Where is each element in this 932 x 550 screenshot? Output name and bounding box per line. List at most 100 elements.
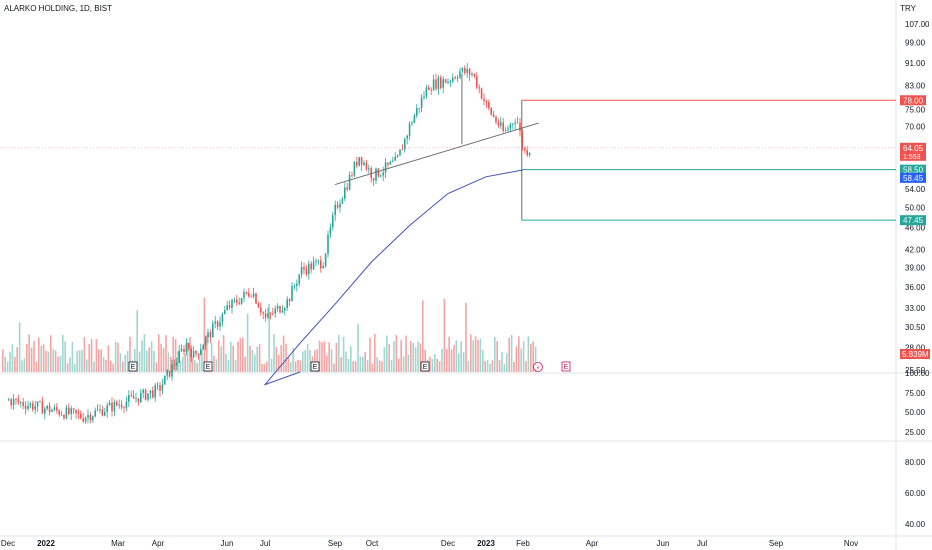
volume-bar xyxy=(234,359,237,372)
candle xyxy=(368,168,370,170)
volume-bar xyxy=(306,343,309,372)
earnings-marker[interactable] xyxy=(128,361,138,372)
candle xyxy=(317,260,320,262)
candle xyxy=(207,332,209,338)
price-tick-label: 70.00 xyxy=(905,122,926,131)
volume-bar xyxy=(170,357,172,372)
volume-bar xyxy=(304,350,306,372)
candle xyxy=(70,408,72,414)
volume-bar xyxy=(16,347,18,372)
volume-bar xyxy=(35,361,38,372)
candle xyxy=(108,402,111,406)
candle xyxy=(152,390,154,398)
earnings-marker-upcoming[interactable] xyxy=(561,361,571,372)
price-tick-label: 39.00 xyxy=(905,263,926,272)
candle xyxy=(132,395,135,399)
level-badge xyxy=(900,95,926,106)
volume-bar xyxy=(64,341,66,372)
earnings-marker[interactable] xyxy=(420,361,430,372)
candle xyxy=(356,162,358,166)
volume-bar xyxy=(294,361,297,372)
volume-bar xyxy=(496,341,498,372)
candle xyxy=(440,77,442,88)
candle xyxy=(120,404,123,408)
volume-bar xyxy=(117,342,119,372)
candle xyxy=(365,162,368,170)
price-tick-label: 75.00 xyxy=(905,106,926,115)
candle xyxy=(308,263,310,275)
candle xyxy=(171,364,173,377)
earnings-marker[interactable] xyxy=(310,361,320,372)
candle xyxy=(89,414,92,421)
candle xyxy=(488,102,490,108)
time-tick-label: Jun xyxy=(657,539,670,548)
candle xyxy=(24,405,27,409)
volume-bar xyxy=(333,363,335,372)
earnings-marker[interactable] xyxy=(203,361,213,372)
volume-bar xyxy=(220,346,222,372)
candle xyxy=(512,123,514,125)
candle xyxy=(20,402,22,403)
volume-bar xyxy=(14,356,16,372)
candle xyxy=(399,149,401,156)
volume-bar xyxy=(141,340,143,372)
candle xyxy=(125,401,128,409)
candle xyxy=(255,293,257,304)
candle xyxy=(382,172,384,176)
volume-bar xyxy=(155,362,158,372)
candle xyxy=(84,417,87,422)
candle xyxy=(284,307,286,311)
volume-bar xyxy=(18,322,21,372)
volume-bar xyxy=(90,339,93,372)
candle xyxy=(396,155,399,157)
candle xyxy=(286,299,288,308)
candle xyxy=(32,403,34,410)
candle xyxy=(224,310,226,314)
volume-bar xyxy=(98,349,100,372)
candle xyxy=(94,410,96,417)
candle xyxy=(406,135,408,139)
volume-bar xyxy=(191,357,194,372)
volume-bar xyxy=(534,346,537,372)
volume-bar xyxy=(184,354,186,372)
candle xyxy=(178,350,180,363)
volume-bar xyxy=(196,363,198,372)
volume-bar xyxy=(239,338,242,372)
volume-bar xyxy=(378,360,381,372)
candle xyxy=(372,178,375,181)
candle xyxy=(298,274,300,284)
volume-bar xyxy=(506,353,508,372)
candle xyxy=(526,150,528,156)
price-tick-label: 91.00 xyxy=(905,59,926,68)
candle xyxy=(149,390,152,394)
volume-bar xyxy=(95,339,98,372)
time-tick-label: Nov xyxy=(844,539,858,548)
volume-bar xyxy=(93,361,95,372)
volume-bar xyxy=(338,335,340,372)
volume-bar xyxy=(227,360,230,372)
candle xyxy=(497,122,500,126)
candle xyxy=(310,263,312,270)
price-tick-label: 107.00 xyxy=(905,20,930,29)
candle xyxy=(240,297,243,304)
volume-bar xyxy=(522,341,525,372)
candle xyxy=(430,89,432,91)
volume-bar xyxy=(376,357,378,372)
candle xyxy=(56,407,58,411)
volume-bar xyxy=(479,338,482,372)
volume-bar xyxy=(268,303,270,372)
volume-bar xyxy=(213,355,215,372)
candle xyxy=(449,81,452,82)
trend-line[interactable] xyxy=(334,122,540,186)
candle xyxy=(387,162,389,165)
volume-bar xyxy=(491,360,494,372)
candle xyxy=(130,395,132,397)
volume-bar xyxy=(206,335,208,372)
volume-bar xyxy=(419,343,422,372)
candle xyxy=(339,203,341,208)
volume-bar xyxy=(278,354,280,372)
volume-bar xyxy=(330,349,333,372)
dividend-marker[interactable] xyxy=(533,362,543,372)
candle xyxy=(12,398,15,406)
